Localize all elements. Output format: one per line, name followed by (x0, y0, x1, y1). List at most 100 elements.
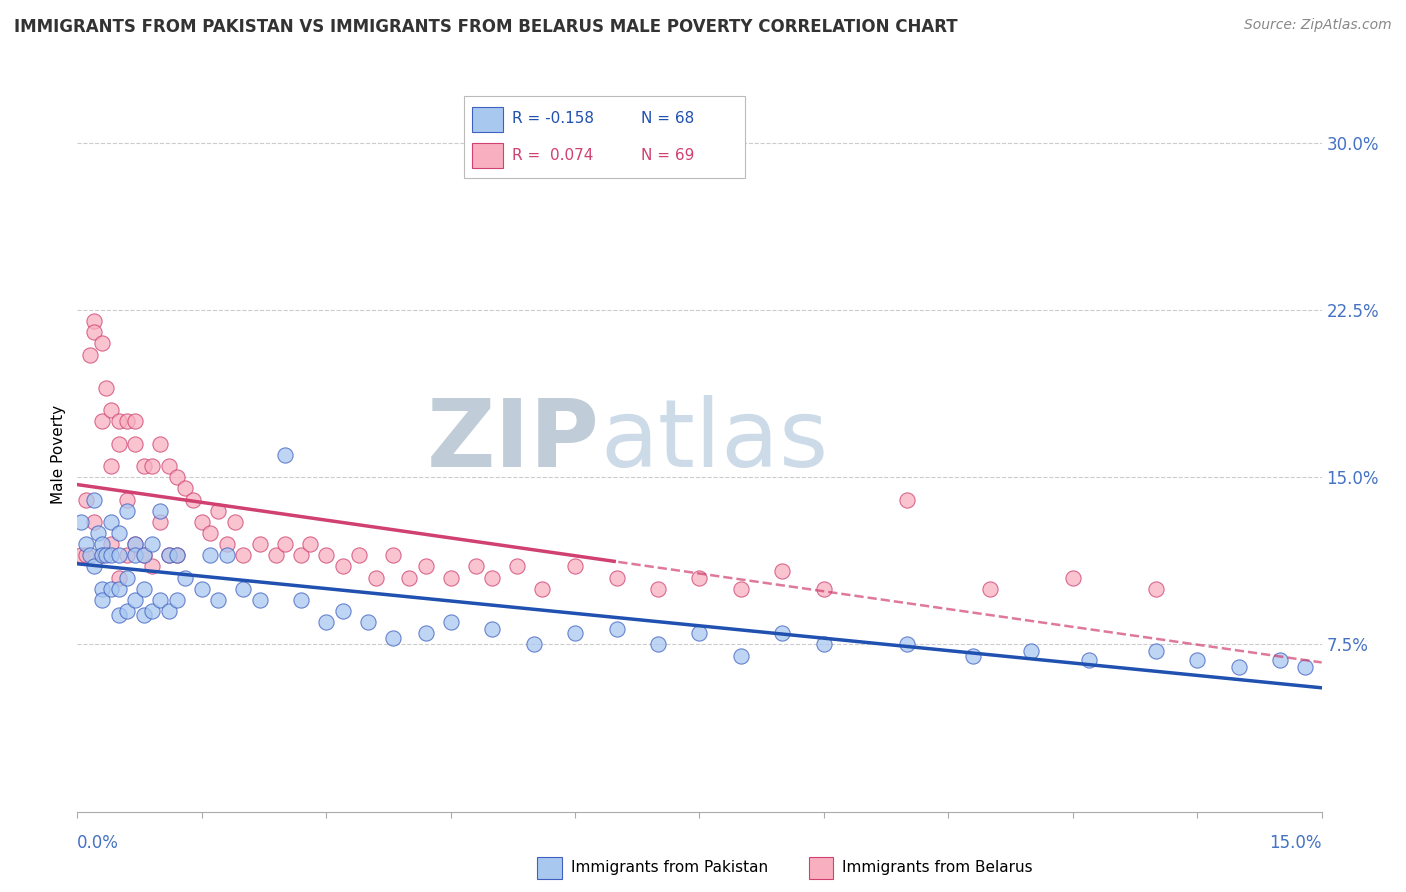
Point (108, 526, 131, 541)
Point (274, 537, 297, 551)
Point (166, 548, 188, 563)
Point (96, 548, 118, 563)
Point (381, 548, 404, 563)
Text: atlas: atlas (600, 394, 828, 487)
Point (149, 503, 172, 517)
Point (83, 325, 105, 339)
Point (481, 622, 503, 636)
Point (440, 615, 463, 630)
Point (332, 604, 354, 618)
Point (523, 637, 546, 651)
Point (149, 592, 172, 607)
Text: N = 69: N = 69 (641, 148, 695, 163)
Bar (537, 857, 562, 879)
Point (157, 459, 180, 474)
Text: Immigrants from Belarus: Immigrants from Belarus (842, 860, 1033, 874)
Point (315, 615, 337, 630)
Point (157, 548, 180, 563)
Point (83, 515, 105, 529)
Point (124, 414, 146, 429)
Point (896, 637, 918, 651)
Point (198, 526, 221, 541)
Point (266, 548, 288, 563)
Point (124, 548, 146, 563)
Point (100, 459, 122, 474)
Point (606, 571, 628, 585)
Point (141, 559, 163, 574)
Point (813, 637, 835, 651)
Bar (472, 143, 503, 168)
Point (647, 637, 669, 651)
Point (91, 582, 114, 596)
Point (349, 548, 371, 563)
Point (772, 626, 794, 640)
Point (91, 548, 114, 563)
Point (232, 582, 254, 596)
Point (100, 403, 122, 417)
Point (132, 608, 155, 623)
Point (689, 571, 711, 585)
Bar (808, 857, 834, 879)
Point (530, 582, 553, 596)
Point (381, 631, 404, 645)
Point (249, 592, 271, 607)
Point (415, 559, 437, 574)
Point (115, 571, 138, 585)
Point (730, 648, 752, 663)
Point (100, 515, 122, 529)
Point (79, 548, 101, 563)
Point (1187, 653, 1209, 667)
Point (207, 503, 229, 517)
Point (132, 459, 155, 474)
Text: Immigrants from Pakistan: Immigrants from Pakistan (571, 860, 768, 874)
Point (1294, 660, 1316, 674)
Point (191, 515, 214, 529)
Point (1227, 660, 1250, 674)
Point (1144, 644, 1167, 658)
Point (124, 537, 146, 551)
Point (124, 592, 146, 607)
Point (896, 492, 918, 507)
Text: ZIP: ZIP (427, 394, 600, 487)
Point (232, 548, 254, 563)
Point (440, 571, 463, 585)
Point (108, 571, 131, 585)
Point (91, 414, 114, 429)
Point (298, 537, 321, 551)
Point (83, 492, 105, 507)
Point (290, 592, 312, 607)
Point (174, 482, 197, 496)
Point (398, 571, 420, 585)
Point (115, 604, 138, 618)
Point (91, 592, 114, 607)
Point (689, 626, 711, 640)
Point (506, 559, 529, 574)
Point (315, 548, 337, 563)
Point (215, 537, 238, 551)
Point (108, 582, 131, 596)
Point (108, 548, 131, 563)
Point (115, 503, 138, 517)
Point (91, 548, 114, 563)
Point (332, 559, 354, 574)
Point (83, 314, 105, 328)
Point (813, 582, 835, 596)
Point (481, 571, 503, 585)
Point (157, 548, 180, 563)
Text: R =  0.074: R = 0.074 (512, 148, 593, 163)
Text: 0.0%: 0.0% (77, 834, 120, 852)
Point (730, 582, 752, 596)
Point (290, 548, 312, 563)
Point (1270, 653, 1292, 667)
Point (464, 559, 486, 574)
Point (647, 582, 669, 596)
Y-axis label: Male Poverty: Male Poverty (51, 405, 66, 505)
Text: 15.0%: 15.0% (1270, 834, 1322, 852)
Point (415, 626, 437, 640)
Text: N = 68: N = 68 (641, 111, 695, 126)
Point (166, 548, 188, 563)
Point (149, 515, 172, 529)
Point (166, 470, 188, 484)
Point (108, 414, 131, 429)
Point (91, 336, 114, 351)
